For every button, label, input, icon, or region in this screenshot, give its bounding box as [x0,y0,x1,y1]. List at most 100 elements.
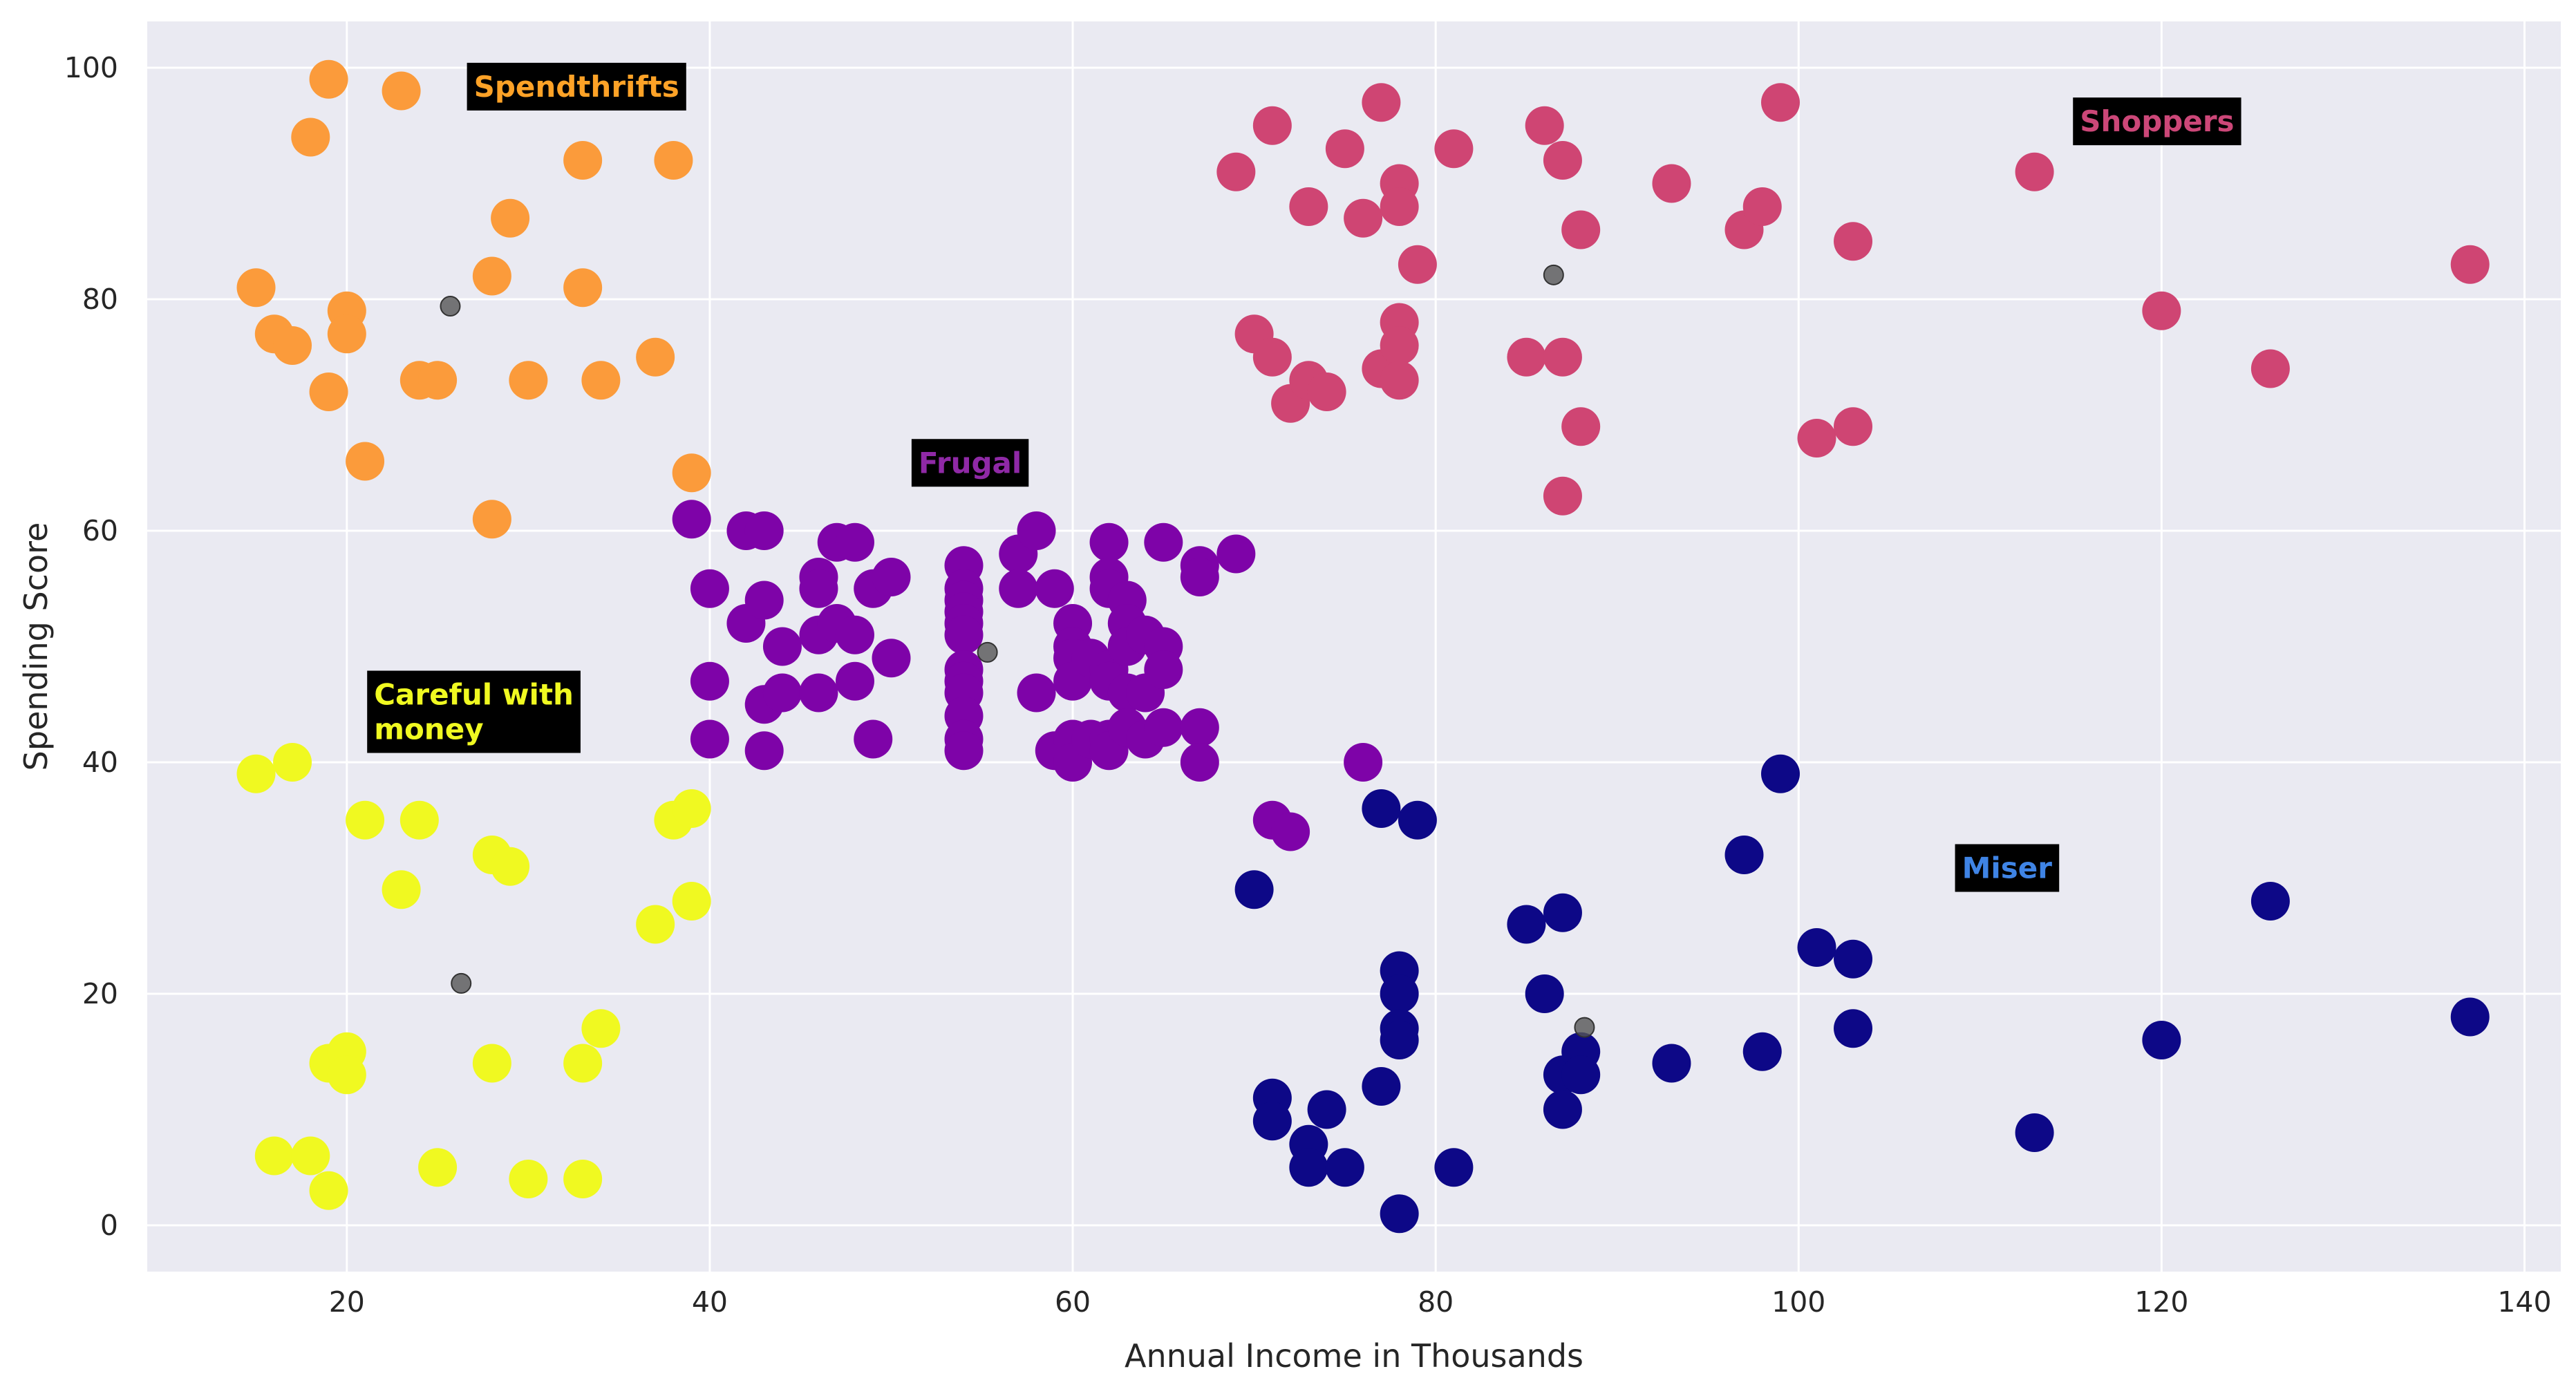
data-point [581,361,621,400]
centroid-marker [977,641,998,663]
data-point [1380,187,1419,226]
annotation-label: Careful with money [374,678,574,746]
data-point [1289,187,1328,226]
data-point [1507,337,1546,377]
y-tick-label: 0 [100,1209,118,1242]
data-point [309,372,348,411]
data-point [1035,569,1074,608]
data-point [563,1160,603,1198]
centroid-marker [1543,264,1564,285]
annotation-label: Spendthrifts [474,70,679,104]
data-point [1797,928,1836,967]
data-point [744,731,784,771]
data-point [273,743,312,782]
data-point [1761,754,1801,793]
data-point [1017,511,1056,550]
x-tick-label: 100 [1771,1285,1825,1319]
data-point [1398,800,1437,840]
data-point [491,198,530,238]
data-point [1834,222,1873,261]
data-point [382,71,421,111]
data-point [291,117,330,157]
annotation-box [367,670,581,753]
data-point [1325,1148,1364,1187]
cluster-annotation: Frugal [911,439,1029,487]
data-point [2142,1021,2181,1059]
data-point [1252,1102,1292,1141]
data-point [1543,337,1582,377]
y-axis-title: Spending Score [17,522,55,771]
data-point [1325,129,1364,169]
data-point [999,569,1038,608]
data-point [1380,1194,1419,1234]
data-point [309,1171,348,1210]
data-point [1362,789,1401,828]
cluster-annotation: Careful with money [367,670,581,753]
data-point [944,615,984,654]
data-point [2250,349,2290,388]
data-point [1380,974,1419,1013]
data-point [1561,1055,1601,1095]
data-point [1307,372,1346,411]
data-point [1834,1009,1873,1048]
data-point [1543,141,1582,180]
data-point [1144,708,1183,747]
tick-labels: 20 40 60 80 100 120 140 0 20 40 60 80 100 [64,51,2552,1319]
data-point [1834,939,1873,979]
data-point [581,1009,621,1048]
x-tick-label: 40 [692,1285,728,1319]
data-point [672,882,711,921]
y-tick-label: 60 [82,514,118,547]
x-tick-label: 140 [2497,1285,2551,1319]
data-point [690,719,729,759]
data-point [672,789,711,828]
data-point [672,500,711,539]
data-point [1307,1090,1346,1129]
data-point [346,442,385,481]
data-point [1543,476,1582,516]
y-tick-label: 100 [64,51,118,84]
data-point [1144,522,1183,562]
data-point [1724,836,1764,874]
data-point [1380,1021,1419,1059]
data-point [1362,1067,1401,1106]
x-tick-label: 80 [1418,1285,1454,1319]
data-point [563,268,603,308]
annotation-label: Miser [1962,851,2053,885]
data-point [327,314,366,354]
data-point [509,1160,548,1198]
data-point [835,522,874,562]
data-point [762,627,802,666]
cluster-centroids [440,264,1595,1038]
cluster-annotation: Spendthrifts [467,62,686,111]
data-point [1525,974,1564,1013]
data-point [1543,893,1582,932]
data-point [1252,106,1292,145]
data-point [1344,743,1383,782]
data-point [1017,673,1056,713]
data-point [1797,419,1836,458]
data-point [418,1148,458,1187]
data-point [1525,106,1564,145]
cluster-annotations: Spendthrifts Shoppers Frugal Careful with mo… [367,62,2241,892]
data-point [1180,708,1219,747]
data-point [636,337,675,377]
data-point [1507,905,1546,944]
data-point [762,673,802,713]
data-point [1434,1148,1474,1187]
data-point [1742,1032,1782,1071]
data-point [690,569,729,608]
annotation-box [467,62,686,111]
data-point [418,361,458,400]
data-point [1380,361,1419,400]
data-point [799,569,838,608]
data-point [509,361,548,400]
centroid-marker [1574,1017,1595,1038]
data-point [2450,245,2490,284]
data-point [1216,152,1256,191]
data-point [636,905,675,944]
data-point [563,141,603,180]
data-point [799,673,838,713]
data-point [382,870,421,909]
data-point [563,1044,603,1083]
